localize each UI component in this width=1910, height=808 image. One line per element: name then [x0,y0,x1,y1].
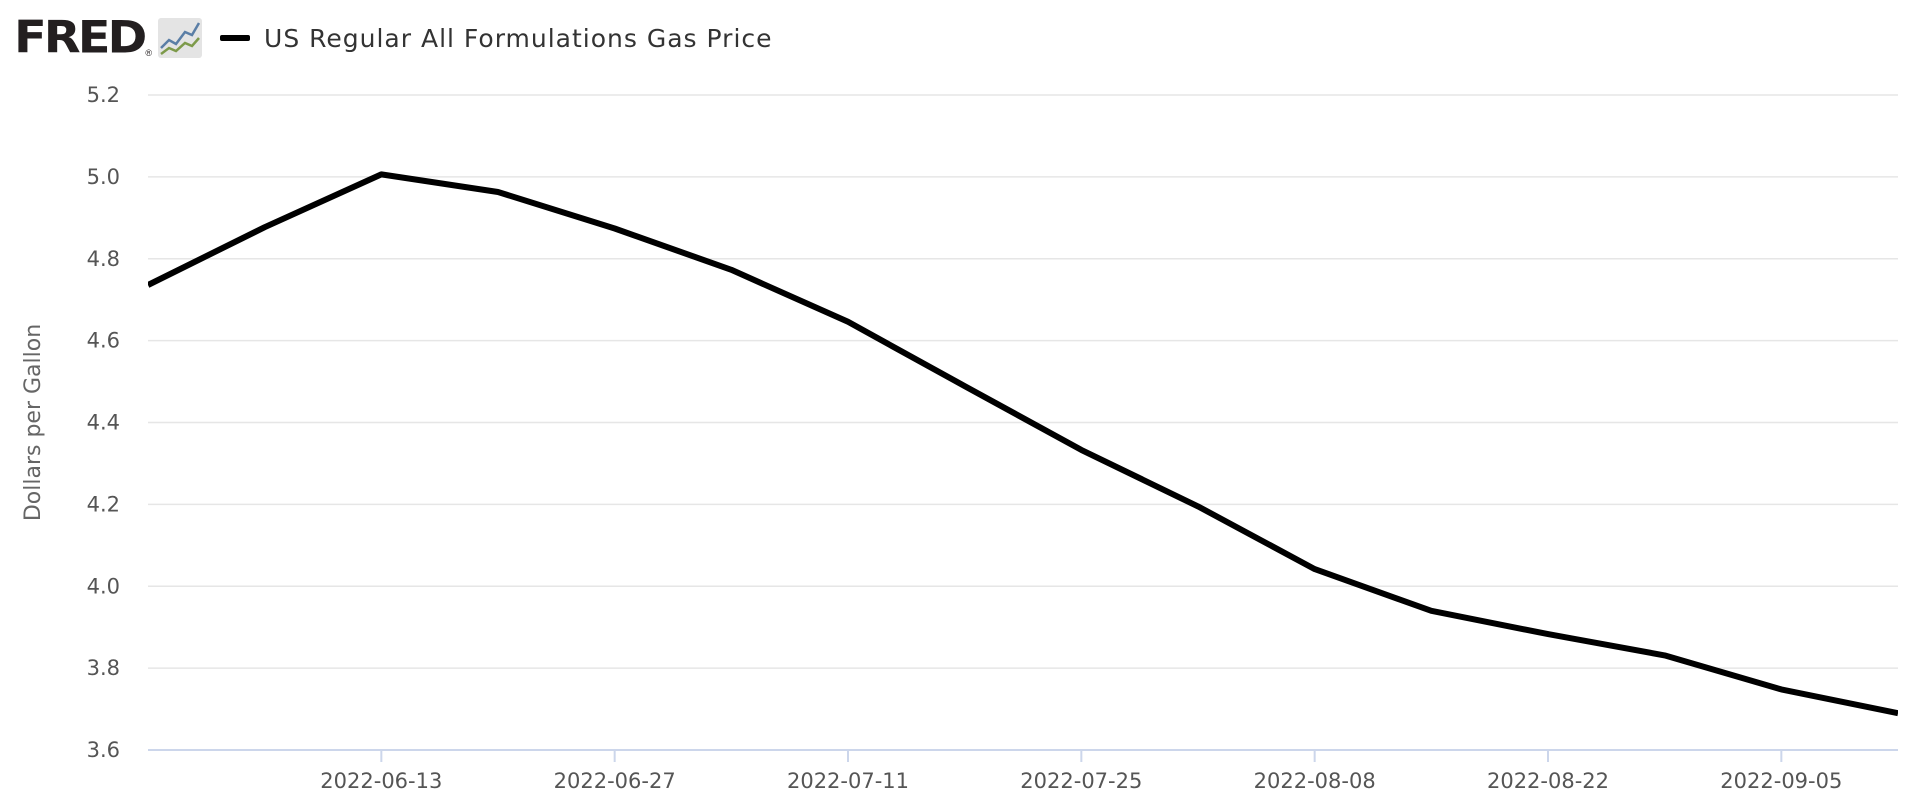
fred-graph-icon [158,18,203,58]
x-tick-label: 2022-09-05 [1720,769,1842,793]
y-tick-label: 5.0 [87,165,120,189]
x-tick-label: 2022-06-13 [320,769,442,793]
x-tick-label: 2022-06-27 [554,769,676,793]
y-tick-label: 4.2 [87,492,120,516]
y-tick-label: 3.8 [87,656,120,680]
series-line [148,171,1898,717]
y-tick-label: 4.6 [87,329,120,353]
x-tick-label: 2022-08-08 [1254,769,1376,793]
y-axis-title: Dollars per Gallon [21,324,46,521]
y-tick-label: 4.8 [87,247,120,271]
y-tick-label: 4.4 [87,411,120,435]
legend-label: US Regular All Formulations Gas Price [264,23,773,53]
chart-header: FRED ® US Regular All Formulations Gas P… [14,14,773,62]
chart-legend[interactable]: US Regular All Formulations Gas Price [220,24,772,53]
y-tick-label: 5.2 [87,83,120,107]
y-tick-label: 3.6 [87,738,120,762]
y-tick-label: 4.0 [87,574,120,598]
registered-mark: ® [145,48,153,58]
x-tick-label: 2022-08-22 [1487,769,1609,793]
x-tick-label: 2022-07-11 [787,769,909,793]
legend-swatch [220,35,251,41]
x-tick-label: 2022-07-25 [1020,769,1142,793]
fred-wordmark: FRED [14,12,147,64]
fred-logo[interactable]: FRED ® [14,12,203,64]
